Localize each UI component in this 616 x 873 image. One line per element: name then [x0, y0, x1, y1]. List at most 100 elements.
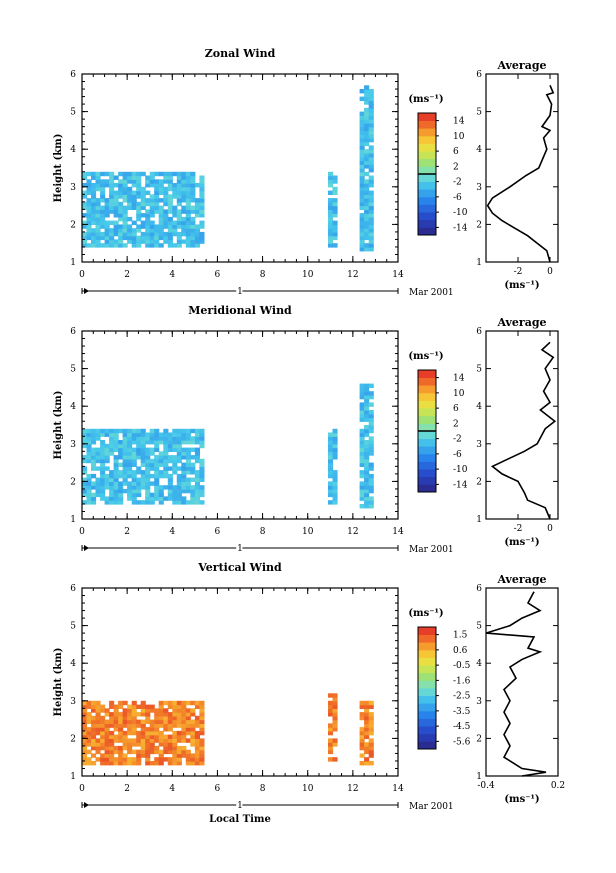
heatmap-cell [332, 500, 338, 505]
heatmap-cell [154, 481, 160, 486]
heatmap-cell [154, 231, 160, 237]
heatmap-cell [140, 201, 146, 207]
y-tick-label: 3 [70, 183, 76, 193]
heatmap-cell [113, 738, 119, 743]
heatmap-cell [104, 220, 110, 225]
colorbar-segment [418, 484, 436, 493]
heatmap-cell [109, 723, 115, 728]
heatmap-cell [131, 470, 137, 475]
heatmap-cell [95, 220, 101, 225]
heatmap-cell [154, 738, 160, 743]
heatmap-cell [199, 492, 205, 498]
heatmap-cell [82, 704, 88, 709]
heatmap-cell [194, 243, 200, 248]
heatmap-cell [359, 432, 365, 437]
heatmap-cell [113, 175, 119, 180]
heatmap-cell [194, 496, 200, 501]
y-tick-label: 5 [70, 622, 76, 632]
heatmap-cell [181, 481, 187, 486]
heatmap-cell [176, 757, 182, 762]
heatmap-cell [176, 216, 182, 222]
heatmap-cell [91, 700, 97, 706]
heatmap-cell [145, 485, 151, 490]
heatmap-cell [104, 473, 110, 479]
heatmap-cell [122, 742, 128, 747]
heatmap-cell [364, 704, 370, 709]
heatmap-cell [95, 466, 101, 471]
heatmap-cell [149, 432, 155, 437]
heatmap-cell [95, 216, 101, 222]
heatmap-cell [163, 171, 169, 177]
heatmap-cell [104, 742, 110, 747]
heatmap-cell [167, 443, 173, 449]
colorbar-segment [418, 423, 436, 432]
heatmap-cell [154, 198, 160, 203]
heatmap-cell [140, 485, 146, 490]
heatmap-cell [359, 213, 365, 218]
profile-x-label: (ms⁻¹) [504, 794, 539, 805]
heatmap-cell [328, 730, 334, 736]
heatmap-cell [82, 708, 88, 713]
heatmap-cell [100, 443, 106, 449]
heatmap-cell [185, 213, 191, 218]
heatmap-cell [127, 730, 133, 736]
heatmap-cell [364, 466, 370, 471]
heatmap-cell [118, 179, 124, 184]
heatmap-cell [145, 492, 151, 498]
heatmap-cell [176, 436, 182, 441]
heatmap-cell [100, 704, 106, 709]
heatmap-cell [104, 712, 110, 717]
heatmap-cell [359, 201, 365, 207]
heatmap-cell [158, 715, 164, 721]
heatmap-cell [364, 428, 370, 434]
heatmap-cell [113, 243, 119, 248]
heatmap-cell [359, 440, 365, 445]
heatmap-cell [364, 119, 370, 124]
heatmap-cell [167, 179, 173, 184]
heatmap-cell [158, 730, 164, 736]
heatmap-cell [328, 243, 334, 248]
colorbar-tick-label: 0.6 [453, 646, 468, 656]
heatmap-cell [122, 719, 128, 724]
heatmap-cell [190, 466, 196, 471]
heatmap-cell [145, 749, 151, 755]
heatmap-cell [158, 485, 164, 490]
heatmap-cell [199, 715, 205, 721]
heatmap-cell [100, 470, 106, 475]
heatmap-cell [368, 235, 374, 241]
heatmap-cell [199, 239, 205, 244]
heatmap-cell [136, 179, 142, 184]
heatmap-cell [131, 715, 137, 721]
heatmap-cell [154, 749, 160, 755]
colorbar-tick-label: 6 [453, 404, 459, 414]
heatmap-cell [359, 742, 365, 747]
heatmap-cell [364, 122, 370, 128]
heatmap-cell [359, 183, 365, 188]
heatmap-cell [122, 179, 128, 184]
heatmap-cell [364, 481, 370, 486]
heatmap-cell [113, 496, 119, 501]
heatmap-cell [104, 727, 110, 732]
colorbar-segment [418, 665, 436, 674]
heatmap-cell [113, 205, 119, 210]
heatmap-cell [328, 451, 334, 456]
heatmap-cell [131, 235, 137, 241]
heatmap-cell [163, 473, 169, 479]
heatmap-cell [122, 745, 128, 751]
heatmap-cell [104, 485, 110, 490]
heatmap-cell [368, 488, 374, 494]
heatmap-cell [368, 761, 374, 766]
heatmap-cell [359, 738, 365, 743]
colorbar-segment [418, 703, 436, 712]
heatmap-cell [359, 443, 365, 449]
heatmap-cell [368, 130, 374, 135]
heatmap-cell [181, 753, 187, 758]
heatmap-cell [332, 477, 338, 482]
heatmap-cell [364, 470, 370, 475]
colorbar-tick-label: 6 [453, 147, 459, 157]
heatmap-cell [113, 492, 119, 498]
heatmap-cell [149, 704, 155, 709]
heatmap-cell [104, 730, 110, 736]
heatmap-cell [91, 209, 97, 214]
heatmap-cell [140, 700, 146, 706]
